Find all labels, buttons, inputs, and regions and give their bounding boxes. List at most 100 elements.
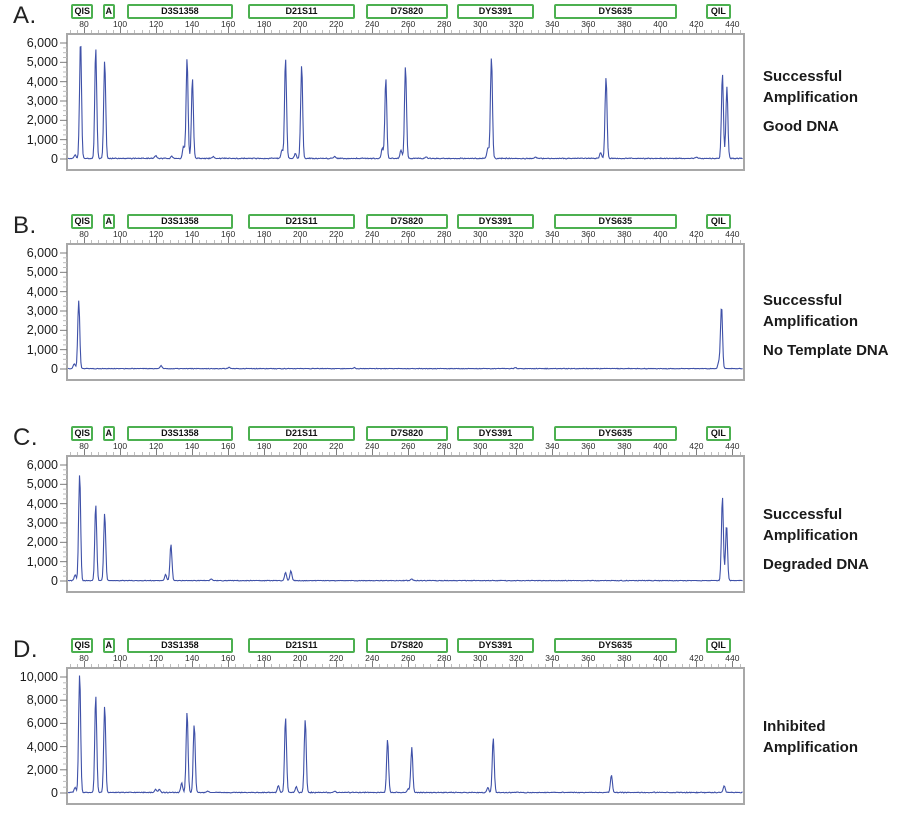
x-minor-tick	[69, 664, 71, 667]
x-minor-tick	[429, 664, 431, 667]
x-minor-tick	[617, 452, 619, 455]
x-minor-tick	[69, 30, 71, 33]
x-major-tick	[588, 661, 590, 667]
x-tick-label: 380	[617, 441, 632, 451]
x-tick-label: 400	[653, 653, 668, 663]
x-minor-tick	[631, 240, 633, 243]
panel-c-marker-box-row: QIS A D3S1358 D21S11 D7S820 DYS391 DYS635 QIL	[66, 426, 745, 441]
x-tick-label: 260	[401, 653, 416, 663]
x-minor-tick	[429, 240, 431, 243]
x-major-tick	[192, 27, 194, 33]
x-major-tick	[408, 27, 410, 33]
x-minor-tick	[393, 452, 395, 455]
panel-d-marker-box-row: QIS A D3S1358 D21S11 D7S820 DYS391 DYS635 QIL	[66, 638, 745, 653]
x-minor-tick	[163, 30, 165, 33]
panel-a-plot-area	[60, 33, 745, 171]
x-minor-tick	[494, 30, 496, 33]
panel-b-label: B.	[13, 212, 37, 239]
x-tick-label: 260	[401, 19, 416, 29]
panel-a-size-ruler: 80 100 120 140 160 180 200 220 240 260 280 300 320 34…	[66, 19, 745, 33]
y-tick-label: 4,000	[26, 74, 58, 89]
marker-box-d3s1358: D3S1358	[127, 4, 233, 19]
x-tick-label: 240	[365, 653, 380, 663]
marker-box-d21s11: D21S11	[247, 214, 356, 229]
caption-line: Amplification	[763, 739, 859, 756]
x-minor-tick	[163, 664, 165, 667]
x-minor-tick	[710, 30, 712, 33]
x-minor-tick	[314, 240, 316, 243]
x-minor-tick	[645, 30, 647, 33]
x-minor-tick	[199, 664, 201, 667]
x-minor-tick	[242, 240, 244, 243]
panel-d-y-axis-labels: 10,000 8,000 6,000 4,000 2,000 0	[0, 669, 58, 803]
x-major-tick	[588, 237, 590, 243]
x-tick-label: 400	[653, 229, 668, 239]
x-minor-tick	[703, 664, 705, 667]
caption-line: Successful	[763, 506, 843, 523]
x-major-tick	[732, 237, 734, 243]
x-minor-tick	[717, 240, 719, 243]
x-minor-tick	[523, 240, 525, 243]
x-minor-tick	[537, 240, 539, 243]
x-major-tick	[552, 27, 554, 33]
x-minor-tick	[458, 30, 460, 33]
x-minor-tick	[148, 240, 150, 243]
x-minor-tick	[379, 30, 381, 33]
x-minor-tick	[573, 30, 575, 33]
panel-a-y-axis-labels: 6,000 5,000 4,000 3,000 2,000 1,000 0	[0, 35, 58, 169]
x-major-tick	[120, 27, 122, 33]
marker-box-dys635: DYS635	[554, 214, 677, 229]
x-minor-tick	[487, 452, 489, 455]
x-minor-tick	[581, 30, 583, 33]
x-minor-tick	[573, 452, 575, 455]
x-minor-tick	[638, 452, 640, 455]
x-minor-tick	[602, 240, 604, 243]
x-tick-label: 340	[545, 441, 560, 451]
x-tick-label: 240	[365, 229, 380, 239]
x-major-tick	[300, 449, 302, 455]
marker-box-d7s820: D7S820	[365, 214, 448, 229]
x-minor-tick	[199, 240, 201, 243]
x-tick-label: 360	[581, 19, 596, 29]
marker-box-qil: QIL	[706, 214, 731, 229]
x-minor-tick	[400, 664, 402, 667]
y-tick-label: 0	[51, 362, 58, 376]
x-major-tick	[444, 449, 446, 455]
x-minor-tick	[703, 452, 705, 455]
x-minor-tick	[271, 664, 273, 667]
x-tick-label: 80	[79, 229, 89, 239]
x-minor-tick	[739, 240, 741, 243]
x-minor-tick	[653, 30, 655, 33]
x-minor-tick	[602, 30, 604, 33]
x-minor-tick	[739, 664, 741, 667]
panel-b: B. QIS A D3S1358 D21S11 D7S820 DYS391 DYS635 QI…	[0, 212, 900, 394]
x-tick-label: 120	[148, 653, 164, 663]
x-tick-label: 280	[437, 441, 452, 451]
x-minor-tick	[609, 30, 611, 33]
x-minor-tick	[530, 30, 532, 33]
x-minor-tick	[364, 30, 366, 33]
x-tick-label: 160	[221, 441, 236, 451]
x-major-tick	[624, 661, 626, 667]
x-minor-tick	[638, 664, 640, 667]
panel-d-caption: Inhibited Amplification	[763, 716, 900, 758]
y-tick-label: 1,000	[26, 132, 58, 147]
electropherogram-trace	[68, 675, 743, 794]
x-tick-label: 400	[653, 19, 668, 29]
x-minor-tick	[206, 452, 208, 455]
x-tick-label: 180	[257, 441, 272, 451]
x-minor-tick	[357, 30, 359, 33]
x-minor-tick	[386, 240, 388, 243]
y-tick-label: 5,000	[26, 265, 58, 280]
x-tick-label: 160	[221, 653, 236, 663]
x-minor-tick	[465, 240, 467, 243]
x-minor-tick	[256, 30, 258, 33]
x-minor-tick	[307, 452, 309, 455]
x-minor-tick	[645, 240, 647, 243]
x-minor-tick	[256, 452, 258, 455]
marker-box-qis: QIS	[71, 638, 93, 653]
x-major-tick	[156, 449, 158, 455]
x-minor-tick	[710, 452, 712, 455]
panel-c-plot-area	[60, 455, 745, 593]
